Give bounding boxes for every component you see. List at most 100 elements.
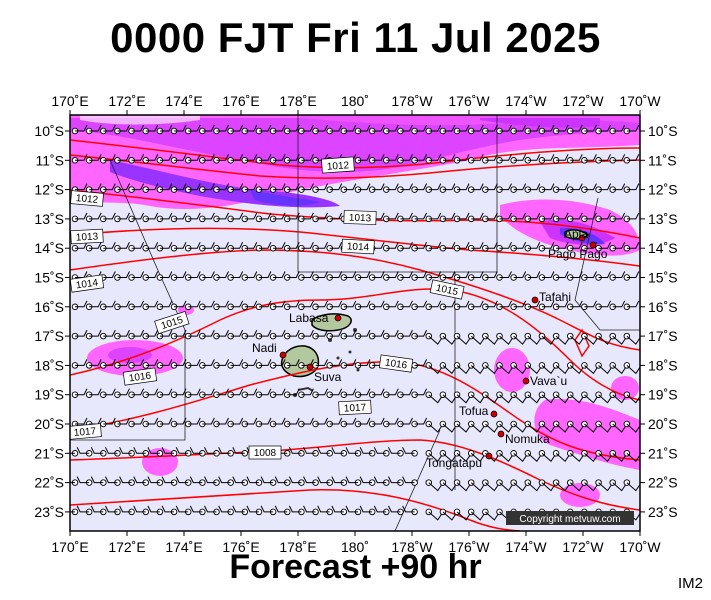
lat-label-right: 11˚S bbox=[648, 152, 677, 168]
lat-label-left: 15˚S bbox=[34, 270, 64, 286]
wind-barb bbox=[581, 362, 598, 375]
wind-barb bbox=[241, 300, 258, 311]
lat-label-left: 20˚S bbox=[34, 416, 64, 432]
wind-barb bbox=[567, 154, 583, 164]
wind-barb bbox=[85, 212, 102, 223]
wind-barb bbox=[114, 183, 130, 193]
wind-barb bbox=[411, 417, 428, 428]
wind-barb bbox=[623, 300, 640, 311]
wind-barb bbox=[70, 508, 79, 516]
wind-barb bbox=[114, 154, 130, 164]
rain-band-north bbox=[70, 115, 640, 209]
map-title: 0000 FJT Fri 11 Jul 2025 bbox=[110, 14, 601, 61]
wind-barb bbox=[326, 417, 343, 428]
wind-barb bbox=[100, 124, 116, 135]
wind-barb bbox=[317, 505, 333, 516]
wind-barb bbox=[142, 154, 159, 164]
wind-barb bbox=[128, 241, 145, 252]
wind-barb bbox=[298, 124, 314, 135]
lon-label-bottom: 176˚E bbox=[222, 539, 259, 555]
wind-barb bbox=[147, 505, 164, 516]
wind-barb bbox=[142, 300, 159, 311]
isobar-label: 1014 bbox=[347, 241, 370, 253]
wind-barb bbox=[85, 154, 102, 164]
lat-label-left: 12˚S bbox=[34, 182, 64, 198]
wind-barb bbox=[425, 300, 442, 311]
wind-barb bbox=[496, 300, 512, 311]
lon-label-bottom: 174˚W bbox=[505, 539, 547, 555]
wind-barb bbox=[128, 183, 145, 193]
wind-barb bbox=[303, 447, 319, 457]
lat-label-left: 18˚S bbox=[34, 357, 64, 373]
wind-barb bbox=[581, 420, 598, 433]
wind-barb bbox=[184, 271, 201, 281]
wind-barb bbox=[368, 417, 385, 428]
wind-barb bbox=[567, 332, 584, 345]
wind-barb bbox=[241, 154, 258, 164]
wind-barb bbox=[142, 271, 159, 281]
wind-barb bbox=[255, 271, 272, 281]
wind-barb bbox=[453, 508, 471, 521]
wind-barb bbox=[269, 329, 286, 340]
lon-labels-top: 170˚E 172˚E 174˚E 176˚E 178˚E 180˚ 178˚W 176˚W 1… bbox=[51, 93, 661, 109]
wind-barb bbox=[467, 450, 485, 463]
lon-label-top: 174˚W bbox=[505, 93, 547, 109]
wind-barb bbox=[147, 476, 164, 486]
wind-barb bbox=[425, 391, 443, 404]
wind-barb bbox=[467, 508, 485, 521]
lat-label-left: 14˚S bbox=[34, 240, 64, 256]
wind-barb bbox=[359, 476, 376, 486]
rain-patch-south bbox=[560, 483, 600, 507]
lon-label-bottom: 170˚W bbox=[619, 539, 661, 555]
wind-barb bbox=[227, 154, 244, 164]
wind-barb bbox=[232, 476, 249, 486]
wind-barb bbox=[142, 329, 159, 340]
isobar-label: 1014 bbox=[75, 277, 99, 291]
wind-barb bbox=[161, 447, 178, 457]
wind-barb bbox=[156, 154, 173, 164]
wind-barb bbox=[623, 271, 640, 281]
wind-barb bbox=[85, 300, 102, 311]
wind-barb bbox=[524, 183, 541, 193]
wind-barb bbox=[453, 420, 471, 433]
wind-barb bbox=[345, 447, 362, 457]
wind-barb bbox=[510, 450, 528, 463]
lat-labels-right: 10˚S 11˚S 12˚S 13˚S 14˚S 15˚S 16˚S 17˚S 18˚S 19˚S… bbox=[648, 123, 678, 520]
wind-barb bbox=[397, 417, 413, 428]
wind-barb bbox=[623, 420, 640, 433]
lon-label-top: 174˚E bbox=[165, 93, 202, 109]
wind-barb bbox=[184, 388, 201, 398]
wind-barb bbox=[510, 241, 527, 252]
wind-barb bbox=[567, 450, 584, 463]
place-markers bbox=[279, 234, 597, 460]
wind-barb bbox=[340, 417, 357, 428]
wind-barb bbox=[482, 183, 498, 193]
wind-barb bbox=[368, 300, 385, 311]
place-apia: Apia bbox=[564, 227, 588, 241]
wind-barb bbox=[609, 332, 627, 345]
wind-barb bbox=[227, 300, 244, 311]
wind-barb bbox=[284, 124, 300, 135]
wind-barb bbox=[567, 241, 583, 252]
wind-barb bbox=[331, 505, 348, 516]
wind-barb bbox=[156, 271, 173, 281]
wind-barb bbox=[581, 124, 597, 135]
wind-barb bbox=[246, 505, 263, 516]
wind-barb bbox=[397, 241, 413, 252]
wind-barb bbox=[397, 183, 413, 193]
wind-barb bbox=[383, 329, 399, 340]
wind-barb bbox=[482, 479, 499, 492]
wind-barb bbox=[255, 329, 272, 340]
place-labasa: Labasa bbox=[289, 311, 329, 325]
wind-barb bbox=[609, 479, 627, 492]
wind-barb bbox=[156, 183, 173, 193]
wind-barb bbox=[397, 388, 413, 398]
lat-label-right: 12˚S bbox=[648, 182, 678, 198]
lat-label-right: 21˚S bbox=[648, 445, 678, 461]
wind-barb bbox=[467, 300, 484, 311]
lat-label-right: 20˚S bbox=[648, 416, 678, 432]
place-tofua: Tofua bbox=[459, 404, 489, 418]
wind-barb bbox=[581, 183, 597, 193]
wind-barb bbox=[241, 271, 258, 281]
wind-barb bbox=[213, 124, 229, 135]
